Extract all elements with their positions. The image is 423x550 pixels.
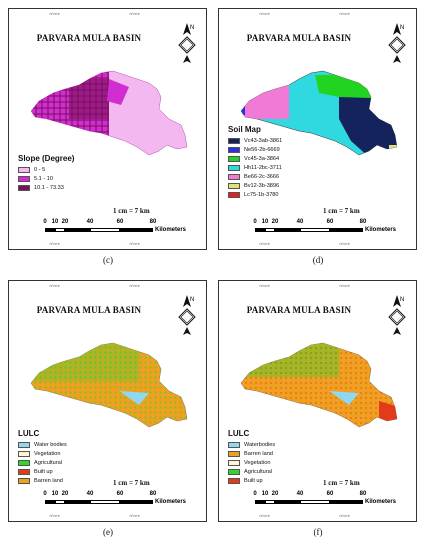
legend-item: Water bodies — [18, 440, 67, 449]
tick-label: 74°0'0"E — [259, 12, 270, 16]
soil-map — [240, 70, 398, 156]
svg-text:N: N — [400, 25, 404, 31]
slope-map — [30, 70, 188, 156]
tick-label: 74°0'0"E — [129, 284, 140, 288]
legend-item: 0 - 5 — [18, 165, 74, 174]
map-legend: LULC Water bodies Vegetation Agricultura… — [18, 429, 67, 485]
map-title: PARVARA MULA BASIN — [246, 33, 352, 43]
legend-item: Barren land — [228, 449, 275, 458]
legend-item: Ne56-2b-6669 — [228, 145, 282, 154]
scale-text: 1 cm = 7 km — [113, 479, 150, 487]
tick-label: 74°0'0"E — [259, 514, 270, 518]
tick-label: 74°0'0"E — [129, 12, 140, 16]
north-arrow-icon: N — [178, 294, 196, 336]
tick-label: 74°0'0"E — [339, 514, 350, 518]
legend-title: LULC — [18, 429, 40, 438]
legend-title: LULC — [228, 429, 250, 438]
legend-item: Hh11-2bc-3711 — [228, 163, 282, 172]
panel-lulc-f: 74°0'0"E 74°0'0"E PARVARA MULA BASIN N LU… — [218, 280, 417, 522]
legend-item: Bv12-3b-3896 — [228, 181, 282, 190]
legend-item: Built up — [18, 467, 67, 476]
tick-label: 74°0'0"E — [339, 284, 350, 288]
tick-label: 74°0'0"E — [49, 514, 60, 518]
map-title: PARVARA MULA BASIN — [36, 305, 142, 315]
caption-f: (f) — [313, 527, 323, 537]
map-legend: Slope (Degree) 0 - 5 5.1 - 10 10.1 - 73.… — [18, 154, 74, 192]
svg-text:N: N — [190, 297, 194, 303]
north-arrow-icon: N — [178, 22, 196, 64]
legend-item: Be66-2c-3666 — [228, 172, 282, 181]
lulc-map — [240, 342, 398, 428]
legend-item: Waterbodies — [228, 440, 275, 449]
scale-text: 1 cm = 7 km — [323, 207, 360, 215]
legend-item: 5.1 - 10 — [18, 174, 74, 183]
legend-item: Vc43-3ab-3861 — [228, 136, 282, 145]
svg-text:N: N — [190, 25, 194, 31]
map-title: PARVARA MULA BASIN — [246, 305, 352, 315]
scale-bar: 0 10 20 40 60 80 Kilometers — [253, 491, 397, 505]
tick-label: 74°0'0"E — [49, 284, 60, 288]
tick-label: 74°0'0"E — [339, 12, 350, 16]
legend-item: Built up — [228, 476, 275, 485]
panel-slope: 74°0'0"E 74°0'0"E PARVARA MULA BASIN N Sl… — [8, 8, 207, 250]
scale-bar: 0 10 20 40 60 80 Kilometers — [253, 219, 397, 233]
legend-item: 10.1 - 73.33 — [18, 183, 74, 192]
caption-d: (d) — [312, 255, 324, 265]
legend-item: Vegetation — [18, 449, 67, 458]
tick-label: 74°0'0"E — [49, 242, 60, 246]
tick-label: 74°0'0"E — [49, 12, 60, 16]
scale-bar: 0 10 20 40 60 80 Kilometers — [43, 219, 187, 233]
tick-label: 74°0'0"E — [259, 242, 270, 246]
tick-label: 74°0'0"E — [129, 242, 140, 246]
map-legend: Soil Map Vc43-3ab-3861 Ne56-2b-6669 Vc45… — [228, 125, 282, 199]
legend-item: Vegetation — [228, 458, 275, 467]
scale-bar: 0 10 20 40 60 80 Kilometers — [43, 491, 187, 505]
caption-e: (e) — [103, 527, 113, 537]
tick-label: 74°0'0"E — [129, 514, 140, 518]
map-title: PARVARA MULA BASIN — [36, 33, 142, 43]
tick-label: 74°0'0"E — [259, 284, 270, 288]
legend-title: Slope (Degree) — [18, 154, 75, 163]
legend-item: Lc75-1b-3780 — [228, 190, 282, 199]
scale-text: 1 cm = 7 km — [113, 207, 150, 215]
tick-label: 74°0'0"E — [339, 242, 350, 246]
map-legend: LULC Waterbodies Barren land Vegetation … — [228, 429, 275, 485]
legend-title: Soil Map — [228, 125, 261, 134]
north-arrow-icon: N — [388, 22, 406, 64]
svg-text:N: N — [400, 297, 404, 303]
legend-item: Barren land — [18, 476, 67, 485]
scale-text: 1 cm = 7 km — [323, 479, 360, 487]
panel-soil: 74°0'0"E 74°0'0"E PARVARA MULA BASIN N So… — [218, 8, 417, 250]
lulc-map — [30, 342, 188, 428]
north-arrow-icon: N — [388, 294, 406, 336]
panel-lulc-e: 74°0'0"E 74°0'0"E PARVARA MULA BASIN N LU… — [8, 280, 207, 522]
legend-item: Vc45-3a-3864 — [228, 154, 282, 163]
legend-item: Agricultural — [228, 467, 275, 476]
legend-item: Agricultural — [18, 458, 67, 467]
caption-c: (c) — [103, 255, 113, 265]
